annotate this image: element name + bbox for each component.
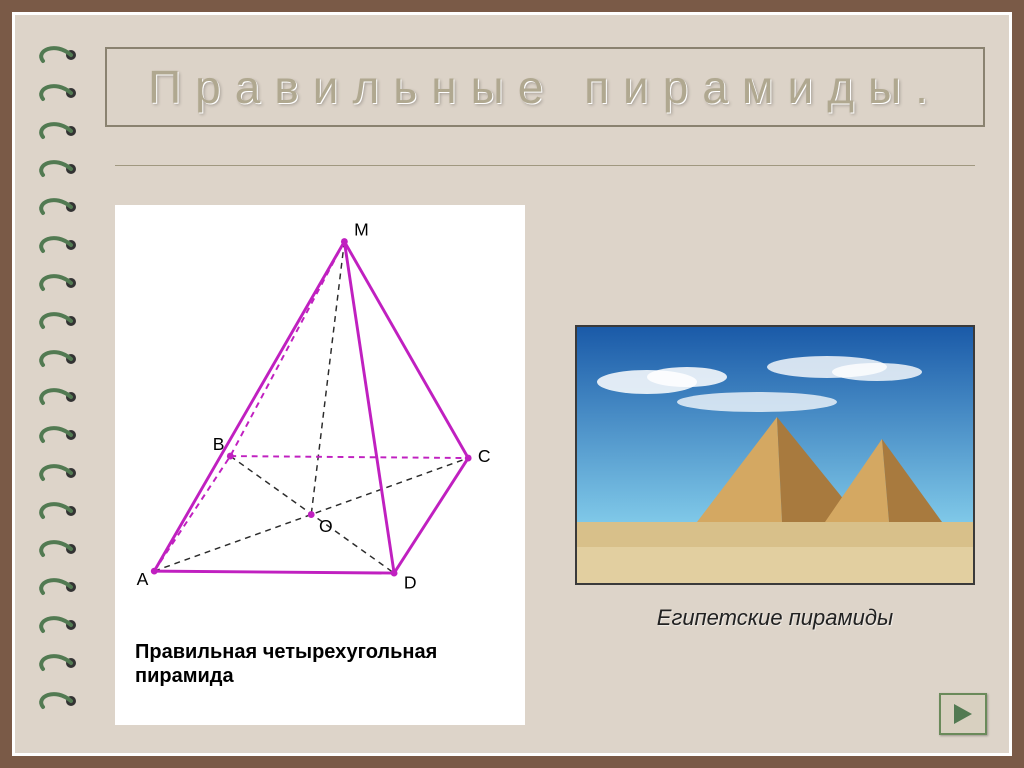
diagram-panel: M A B C D O Правильная четырехугольная пирами…: [115, 205, 525, 725]
spiral-binding: [37, 45, 79, 735]
photo-caption: Египетские пирамиды: [575, 605, 975, 631]
divider-line: [115, 165, 975, 166]
svg-text:C: C: [478, 446, 491, 466]
page-title: Правильные пирамиды.: [148, 60, 942, 114]
svg-text:A: A: [137, 569, 149, 589]
diagram-caption: Правильная четырехугольная пирамида: [125, 630, 515, 688]
slide-outer-frame: Правильные пирамиды. M A B C D O Правильная ч…: [0, 0, 1024, 768]
slide-page: Правильные пирамиды. M A B C D O Правильная ч…: [12, 12, 1012, 756]
svg-text:D: D: [404, 573, 417, 593]
next-icon: [950, 701, 976, 727]
next-slide-button[interactable]: [939, 693, 987, 735]
svg-text:M: M: [354, 220, 369, 240]
svg-text:B: B: [213, 434, 225, 454]
title-box: Правильные пирамиды.: [105, 47, 985, 127]
pyramid-diagram: M A B C D O: [125, 215, 515, 625]
svg-text:O: O: [319, 516, 333, 536]
photo-panel: [575, 325, 975, 585]
egypt-pyramids-image: [577, 327, 973, 583]
